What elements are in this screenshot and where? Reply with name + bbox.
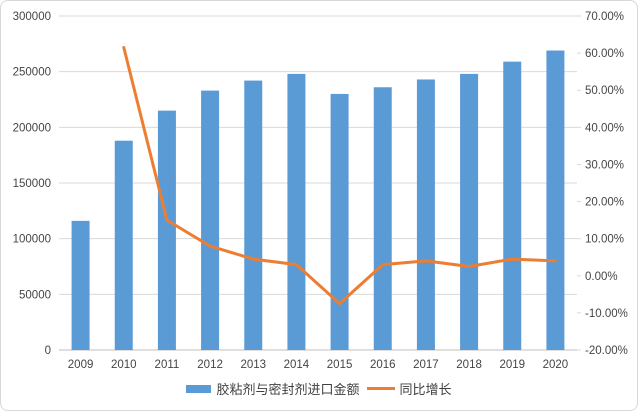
x-axis-category-label: 2017: [413, 359, 439, 371]
left-axis-tick-label: 50000: [19, 289, 51, 301]
left-axis-tick-label: 250000: [13, 67, 51, 79]
x-axis-category-label: 2011: [155, 359, 180, 371]
right-axis-tick-label: 30.00%: [585, 159, 624, 171]
bar-2016: [373, 87, 392, 351]
right-axis-tick-label: 70.00%: [585, 11, 624, 23]
left-axis-tick-label: 200000: [13, 122, 51, 134]
right-axis-tick-label: -20.00%: [585, 345, 628, 357]
right-axis-tick-label: 40.00%: [585, 122, 624, 134]
chart-svg: 0 50000 100000 150000 200000 250000 300000 -20.…: [13, 11, 628, 371]
right-axis-tick-label: 50.00%: [585, 85, 624, 97]
left-axis-tick-label: 150000: [13, 178, 51, 190]
x-axis-category-label: 2010: [111, 359, 137, 371]
bar-2018: [460, 73, 479, 350]
line-series-label: 同比增长: [399, 382, 452, 397]
bar-2011: [157, 110, 176, 350]
bar-2019: [503, 61, 522, 350]
growth-line: [122, 46, 557, 306]
right-axis-tick-label: 0.00%: [585, 271, 618, 283]
left-axis-tick-label: 0: [45, 345, 51, 357]
x-axis-category-label: 2014: [284, 359, 310, 371]
bar-2012: [201, 90, 220, 351]
x-axis-category-label: 2009: [68, 359, 94, 371]
bar-2010: [114, 140, 133, 350]
x-axis-category-label: 2020: [543, 359, 569, 371]
x-axis-category-label: 2012: [197, 359, 223, 371]
bar-2015: [330, 93, 349, 350]
legend-item-line-series[interactable]: 同比增长: [366, 379, 452, 398]
bar-2020: [546, 50, 565, 350]
line-series-swatch: [366, 387, 395, 390]
legend-item-bar-series[interactable]: 胶粘剂与密封剂进口金额: [186, 379, 360, 398]
right-axis-tick-label: 10.00%: [585, 234, 624, 246]
bar-2009: [71, 220, 90, 350]
left-axis-tick-label: 300000: [13, 11, 51, 23]
bar-series-label: 胶粘剂与密封剂进口金额: [216, 382, 360, 397]
bar-2017: [416, 79, 435, 351]
right-axis-tick-label: 20.00%: [585, 197, 624, 209]
left-axis-tick-label: 100000: [13, 234, 51, 246]
x-axis-category-label: 2015: [327, 359, 353, 371]
bar-series-swatch: [186, 384, 212, 393]
bar-2014: [287, 73, 306, 350]
bar-2013: [244, 80, 263, 350]
legend: 胶粘剂与密封剂进口金额 同比增长: [1, 379, 637, 398]
x-axis-category-label: 2016: [370, 359, 396, 371]
x-axis-category-label: 2019: [499, 359, 525, 371]
right-axis-tick-label: 60.00%: [585, 48, 624, 60]
right-axis-tick-label: -10.00%: [585, 308, 628, 320]
x-axis-category-label: 2018: [456, 359, 482, 371]
x-axis-category-label: 2013: [240, 359, 266, 371]
